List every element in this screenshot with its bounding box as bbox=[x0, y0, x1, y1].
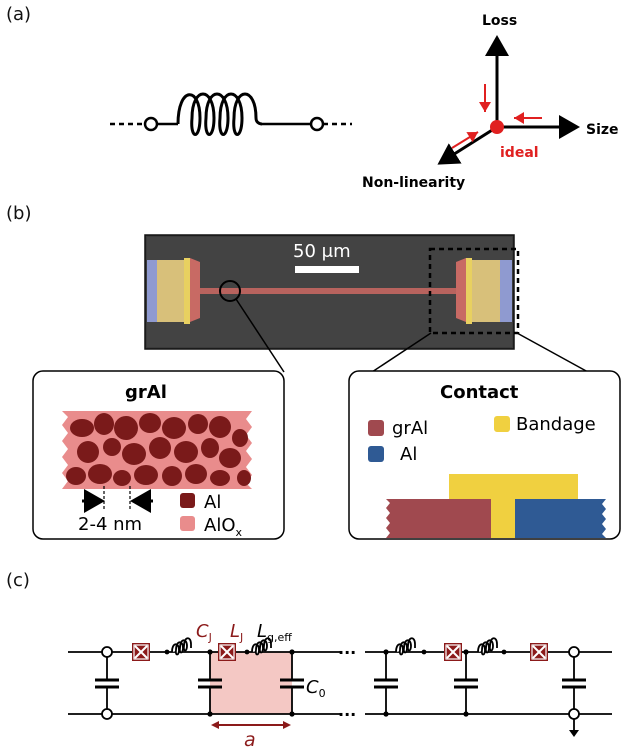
contact-box-title: Contact bbox=[440, 382, 519, 403]
legend-label-bandage: Bandage bbox=[516, 414, 596, 435]
axis-label-nonlinearity: Non-linearity bbox=[362, 175, 465, 191]
ellipsis-bottom: ··· bbox=[338, 705, 356, 724]
gral-box bbox=[32, 370, 285, 540]
grain-size-label: 2-4 nm bbox=[78, 514, 142, 535]
micrograph bbox=[144, 234, 520, 350]
legend-swatch-gral bbox=[368, 420, 384, 436]
label-lg-eff: Lg,eff bbox=[257, 621, 292, 644]
legend-label-alox: AlOx bbox=[204, 515, 242, 539]
axes-diagram bbox=[437, 35, 580, 165]
axis-label-size: Size bbox=[586, 122, 619, 138]
ideal-point bbox=[490, 120, 504, 134]
scalebar-label: 50 μm bbox=[293, 241, 351, 262]
legend-swatch-bandage bbox=[494, 416, 510, 432]
panel-label-a: (a) bbox=[6, 4, 32, 25]
junction-boxes bbox=[132, 643, 548, 661]
panel-label-b: (b) bbox=[6, 203, 32, 224]
inductor-coils bbox=[171, 637, 498, 656]
label-lj: LJ bbox=[230, 621, 243, 644]
unit-cell-highlight bbox=[210, 652, 292, 714]
connector-right-a bbox=[371, 332, 432, 373]
legend-swatch-al bbox=[180, 493, 195, 508]
ellipsis-top: ··· bbox=[338, 643, 356, 662]
axis-label-loss: Loss bbox=[482, 13, 517, 29]
connector-left bbox=[235, 298, 285, 373]
legend-label-al: Al bbox=[204, 492, 221, 513]
ideal-label: ideal bbox=[500, 145, 539, 161]
label-cj: CJ bbox=[196, 621, 212, 644]
panel-label-c: (c) bbox=[6, 570, 30, 591]
circuit-diagram bbox=[68, 637, 612, 737]
label-c0: C0 bbox=[306, 677, 326, 700]
legend-swatch-alox bbox=[180, 516, 195, 531]
contact-box bbox=[348, 370, 621, 540]
legend-label-gral: grAl bbox=[392, 418, 428, 439]
legend-label-al-contact: Al bbox=[400, 444, 417, 465]
legend-swatch-al-contact bbox=[368, 446, 384, 462]
label-lattice-a: a bbox=[244, 729, 256, 747]
gral-box-title: grAl bbox=[125, 382, 167, 403]
connector-right-b bbox=[516, 332, 589, 373]
inductor-symbol bbox=[110, 92, 352, 136]
